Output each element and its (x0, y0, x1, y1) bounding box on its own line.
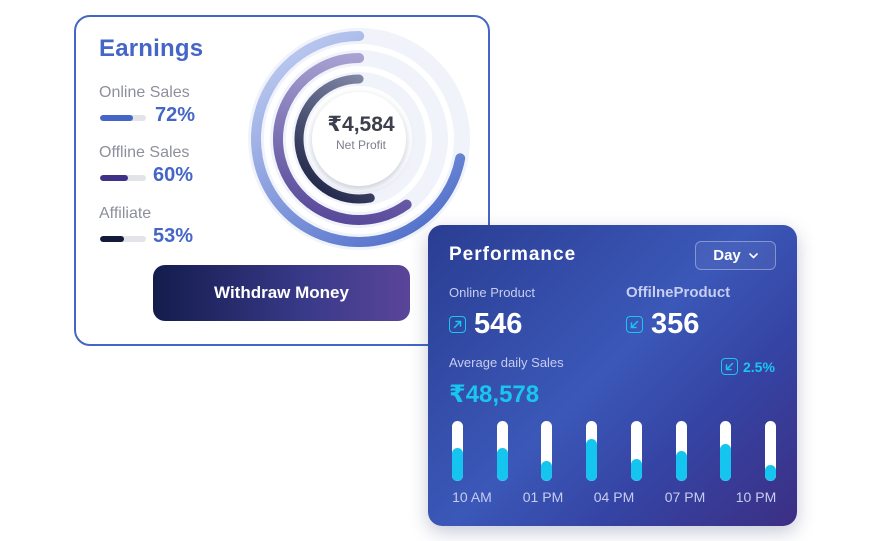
earnings-title: Earnings (99, 35, 204, 62)
bar-fill (586, 439, 598, 481)
progress-fill (100, 236, 125, 242)
bar-track (720, 421, 732, 481)
progress-fill (100, 175, 128, 181)
bar-track (630, 421, 642, 481)
bar-fill (675, 451, 687, 481)
net-profit-label: Net Profit (335, 138, 386, 152)
bar-fill (630, 458, 642, 481)
bar-fill (764, 464, 776, 481)
chevron-down-icon (748, 252, 758, 258)
time-label: 04 PM (593, 489, 635, 505)
metric-online-sales: Online Sales 72% (99, 84, 195, 130)
metric-offline-sales: Offline Sales 60% (99, 144, 193, 190)
metric-value: 53% (153, 225, 194, 247)
bar-fill (720, 443, 732, 481)
earnings-donut-chart (248, 28, 470, 250)
sales-change-badge: 2.5% (721, 358, 775, 375)
progress-track (100, 236, 146, 242)
period-dropdown[interactable]: Day (695, 241, 776, 270)
performance-title: Performance (449, 244, 577, 265)
period-selected: Day (713, 247, 741, 264)
arrow-up-right-icon (449, 316, 466, 333)
bar-track (541, 421, 553, 481)
online-product-value: 546 (474, 308, 523, 340)
offline-product-stat: 356 (626, 308, 699, 341)
bar-track (675, 421, 687, 481)
net-profit-value: ₹4,584 (327, 113, 395, 136)
average-daily-sales-label: Average daily Sales (449, 355, 564, 370)
donut-center (312, 92, 406, 186)
bar-fill (452, 448, 463, 481)
bar-track (496, 421, 508, 481)
arrow-down-left-icon (626, 316, 643, 333)
offline-product-label: OffilneProduct (626, 284, 731, 301)
ring-arc-affiliate (294, 74, 424, 204)
metric-affiliate: Affiliate 53% (99, 205, 193, 251)
time-label: 07 PM (664, 489, 706, 505)
bar-fill (541, 461, 553, 481)
ring-arc-offline-sales (273, 53, 445, 225)
progress-track (100, 115, 146, 121)
time-label: 10 AM (452, 489, 492, 505)
time-label: 01 PM (522, 489, 564, 505)
performance-card: Performance Day Online Product 546 Offil… (428, 225, 797, 526)
progress-track (100, 175, 146, 181)
metric-label: Online Sales (99, 84, 190, 101)
bar-track (586, 421, 598, 481)
offline-product-value: 356 (651, 308, 700, 340)
progress-fill (100, 115, 134, 121)
time-label: 10 PM (735, 489, 777, 505)
bar-track (764, 421, 776, 481)
bar-fill (496, 448, 508, 481)
bar-track (452, 421, 463, 481)
arrow-down-left-icon (721, 358, 738, 375)
metric-value: 60% (153, 164, 194, 186)
metric-value: 72% (155, 104, 196, 126)
average-daily-sales-value: ₹48,578 (449, 381, 540, 408)
online-product-label: Online Product (449, 285, 535, 300)
online-product-stat: 546 (449, 308, 522, 341)
sales-change-value: 2.5% (743, 358, 775, 375)
hourly-sales-bars (428, 421, 797, 481)
metric-label: Affiliate (99, 205, 152, 222)
ring-arc-online-sales (251, 30, 467, 247)
withdraw-money-button[interactable]: Withdraw Money (153, 265, 410, 321)
metric-label: Offline Sales (99, 144, 190, 161)
